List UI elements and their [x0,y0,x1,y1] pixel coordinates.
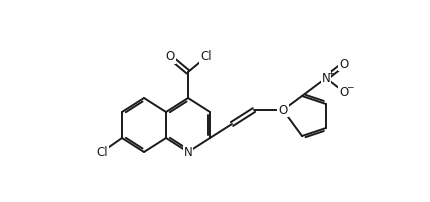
Text: O: O [339,58,349,70]
Text: O: O [339,85,349,99]
Text: Cl: Cl [200,50,212,63]
Text: O: O [166,50,175,63]
Text: +: + [328,68,335,78]
Text: −: − [346,82,354,92]
Text: N: N [184,145,192,159]
Text: Cl: Cl [96,145,108,159]
Text: N: N [322,72,330,84]
Text: O: O [278,103,288,117]
